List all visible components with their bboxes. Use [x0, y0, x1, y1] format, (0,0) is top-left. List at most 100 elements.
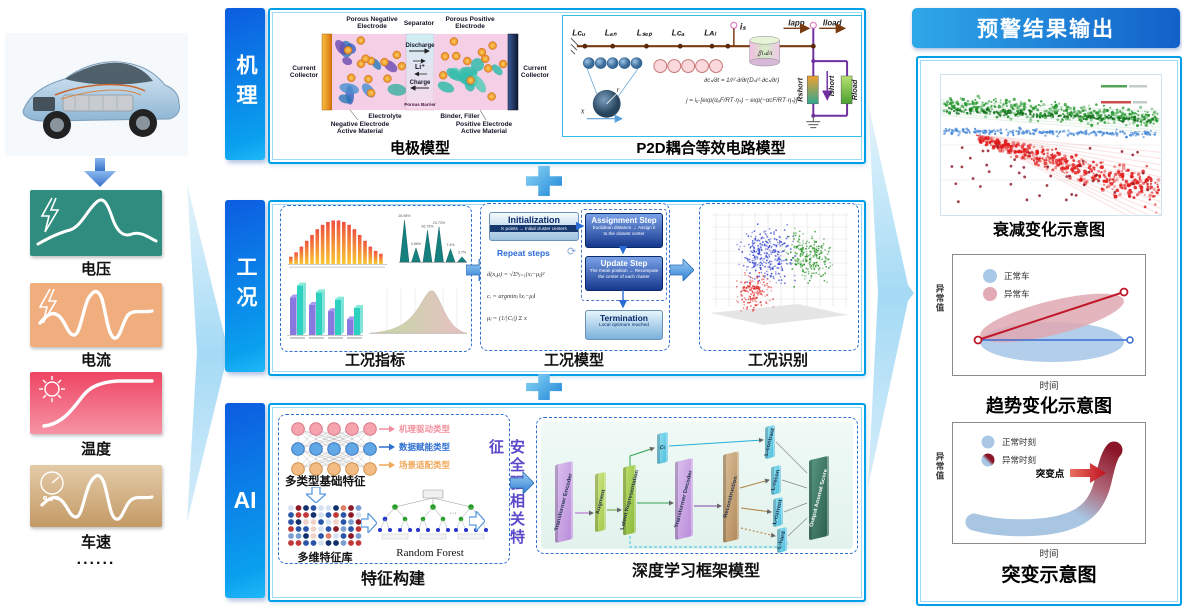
dl-block-label: Transformer Encoder — [553, 473, 575, 531]
plus-connector-icon — [526, 166, 562, 196]
row-tag-label: AI — [233, 487, 257, 513]
legend-abnormal-swatch — [983, 287, 997, 301]
label-l-an: Lₐₙ — [605, 27, 617, 37]
dl-block-label: L-recon — [770, 469, 782, 491]
current-wave-icon — [38, 288, 154, 340]
repeat-cycle-icon: ⟳ — [567, 246, 577, 258]
label-radius: r — [617, 86, 620, 94]
legend-abnormal-label: 异常时刻 — [1002, 455, 1036, 465]
peak-chart-thumbnail: 26.98% 9.86% 26.79%24.73% 7.4%3.7% — [398, 214, 467, 263]
positive-electrode-material — [437, 37, 508, 101]
hollow-right-arrow-icon — [469, 511, 485, 531]
label-separator: Separator — [404, 20, 435, 27]
svg-text:Collector: Collector — [521, 72, 550, 79]
svg-text:7.4%: 7.4% — [446, 243, 455, 247]
label-r-load: Rload — [850, 79, 859, 100]
svg-text:Collector: Collector — [290, 72, 319, 79]
dl-arrows — [575, 437, 808, 548]
arrow-icon — [379, 425, 395, 433]
dl-block-l-recon: L-recon — [770, 464, 782, 496]
label-discharge: Discharge — [405, 43, 435, 49]
init-title: Initialization — [507, 215, 560, 225]
multilayer-network-figure — [291, 422, 377, 476]
svg-text:26.98%: 26.98% — [398, 214, 411, 218]
assignment-sub1: Euclidean distance → Assign it — [592, 225, 656, 230]
flow-arrow-right — [868, 103, 914, 487]
lightning-icon — [40, 197, 60, 233]
dl-block-augment: Augment — [595, 471, 606, 533]
mutation-arrow-icon — [1070, 463, 1106, 483]
label-i-load: Iload — [823, 18, 842, 27]
label-li-ion: Li⁺ — [415, 64, 425, 71]
dl-block-transformer-encoder: Transformer Encoder — [553, 460, 575, 544]
caption-feature-construction: 特征构建 — [360, 571, 425, 588]
output-title: 预警结果输出 — [977, 18, 1115, 41]
assignment-title: Assignment Step — [591, 216, 657, 225]
distribution-chart-thumbnail — [369, 289, 468, 334]
arrow-icon — [379, 461, 395, 469]
label-x-axis: x — [580, 107, 585, 116]
dl-block-l-contrast: L-contrast — [763, 424, 777, 460]
label-electrode: Electrode — [455, 23, 485, 30]
basic-features-label: 多类型基础特征 — [285, 476, 366, 488]
label-r-short: Rshort — [795, 77, 804, 101]
label-porous-barrier: Porous Barrier — [404, 102, 436, 107]
dl-block-label: Transformer Decoder — [673, 470, 695, 528]
trend-xlabel: 时间 — [1039, 381, 1059, 392]
dl-block-l-current: L-current — [772, 496, 784, 528]
dl-block-label: Reconstruction — [722, 476, 740, 518]
block-arrow-icon — [670, 259, 694, 281]
feature-construction-box: 机理驱动类型 数据赋能类型 场景适配类型 多类型基础特征 多维特征库 — [278, 414, 525, 564]
feature-type-row: 数据赋能类型 — [379, 441, 450, 453]
update-sub2: the center of each cluster — [598, 273, 650, 279]
grouped-bar-chart-thumbnail — [287, 282, 363, 339]
row-tag-label: 工况 — [234, 256, 257, 316]
negative-electrode-material — [335, 36, 407, 105]
label-electrolyte: Electrolyte — [368, 113, 402, 120]
dl-block-label: L-contrast — [763, 428, 777, 456]
caption-condition-indicators: 工况指标 — [344, 352, 405, 369]
sun-icon — [39, 376, 65, 402]
hollow-down-arrow-icon — [306, 487, 326, 503]
dl-block-transformer-decoder: Transformer Decoder — [673, 457, 695, 541]
svg-text:3.7%: 3.7% — [458, 251, 467, 255]
svg-text:Active Material: Active Material — [337, 128, 383, 135]
update-title: Update Step — [600, 259, 648, 268]
arrow-icon — [379, 443, 395, 451]
trend-ylabel: 异常值 — [935, 284, 945, 313]
cathode-particles — [653, 59, 723, 74]
init-subtitle: K points → Initial cluster centers — [490, 225, 578, 232]
dl-block-label: Output Anomal Score — [808, 469, 830, 527]
label-l-sep: Lₛₑₚ — [637, 27, 653, 37]
signal-card-current — [30, 283, 162, 347]
cluster-scatter-3d — [710, 213, 848, 325]
electrode-model-figure: Porous Negative Electrode Separator Poro… — [290, 16, 550, 135]
feature-type-row: 机理驱动类型 — [379, 423, 450, 435]
kmeans-equation-2: cᵢ = argminⱼ ‖xᵢ−μⱼ‖ — [487, 293, 536, 300]
svg-text:24.73%: 24.73% — [433, 221, 446, 225]
dl-block-label: L-hard — [776, 531, 788, 549]
svg-text:9.86%: 9.86% — [411, 242, 422, 246]
p2d-equation-2: j = i₀·[exp(αₐF/RT·ηₛ) − exp(−αᴄF/RT·ηₛ)… — [685, 97, 797, 104]
kmeans-equation-1: d(x,μ) = √Σⁿⱼ₌₁(xⱼ−μⱼ)² — [487, 271, 545, 278]
flow-arrow-left — [187, 184, 231, 522]
label-current-collector-right: Current — [523, 65, 547, 72]
kmeans-update-box: Update Step The mean position → Recomput… — [585, 256, 663, 291]
caption-p2d-model: P2D耦合等效电路模型 — [636, 140, 786, 157]
legend-normal-label: 正常时刻 — [1002, 437, 1036, 447]
hollow-right-arrow-icon — [361, 513, 377, 533]
label-positive-active: Positive Electrode — [456, 121, 513, 128]
label-l-al: Lᴀₗ — [704, 27, 717, 37]
signal-card-voltage — [30, 190, 162, 256]
kmeans-initialization-box: Initialization K points → Initial cluste… — [489, 212, 579, 241]
random-forest-label: Random Forest — [396, 547, 464, 559]
voltage-curve-icon — [36, 197, 158, 246]
plus-connector-icon — [526, 374, 562, 400]
kmeans-equation-3: μⱼ = (1/|Cⱼ|) Σ x — [487, 315, 527, 322]
electric-car-image — [5, 33, 188, 156]
label-charge: Charge — [410, 80, 431, 86]
feature-type-label: 数据赋能类型 — [399, 442, 451, 452]
assignment-sub2: to the closest center — [603, 230, 645, 236]
signal-card-speed — [30, 465, 162, 527]
mutation-ylabel: 异常值 — [935, 452, 945, 481]
